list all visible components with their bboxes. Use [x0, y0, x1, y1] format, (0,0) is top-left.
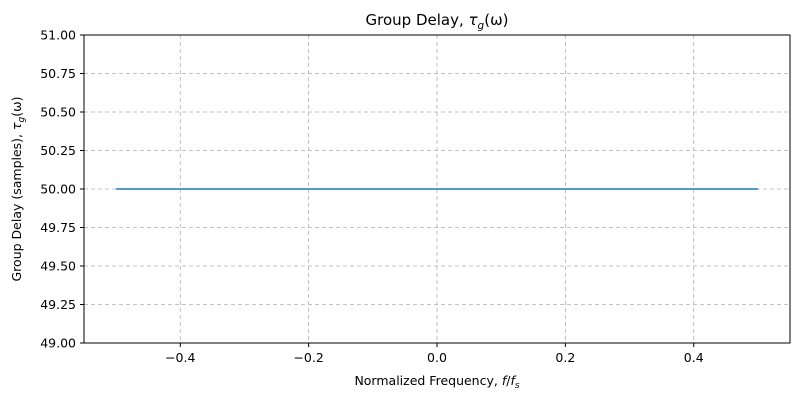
y-axis-label-suffix: (ω)	[9, 97, 24, 117]
x-tick-label: 0.2	[555, 350, 575, 365]
y-tick-label: 50.75	[40, 66, 76, 81]
y-tick-label: 49.50	[40, 259, 76, 274]
y-axis-label-symbol: τ	[9, 122, 24, 130]
x-axis-label-f: f	[502, 373, 508, 388]
x-axis-label-subscript: s	[515, 381, 520, 391]
chart-title-subscript: g	[478, 20, 485, 32]
chart-title-prefix: Group Delay,	[366, 11, 469, 29]
x-axis-label-prefix: Normalized Frequency,	[354, 373, 501, 388]
x-tick-label: −0.2	[293, 350, 323, 365]
chart-title-suffix: (ω)	[484, 11, 508, 29]
y-tick-label: 50.50	[40, 105, 76, 120]
x-tick-label: 0.4	[684, 350, 704, 365]
chart-title-symbol: τ	[469, 11, 479, 29]
y-tick-label: 49.25	[40, 297, 76, 312]
tick-layer: −0.4 −0.2 0.0 0.2 0.4 49.00 49.25 49.50 49.75 50.…	[40, 28, 704, 366]
x-axis-label-f2: f	[510, 373, 516, 388]
x-axis-label-slash: /	[506, 373, 511, 388]
x-axis-label: Normalized Frequency, f/fs	[354, 373, 519, 391]
x-tick-label: 0.0	[427, 350, 447, 365]
y-axis-label-prefix: Group Delay (samples),	[9, 130, 24, 282]
x-tick-label: −0.4	[165, 350, 195, 365]
y-tick-label: 50.25	[40, 143, 76, 158]
y-axis-label: Group Delay (samples), τg(ω)	[9, 97, 27, 282]
y-tick-label: 49.00	[40, 336, 76, 351]
y-tick-label: 49.75	[40, 220, 76, 235]
chart-title: Group Delay, τg(ω)	[366, 11, 509, 32]
y-axis-label-subscript: g	[17, 116, 27, 122]
y-tick-label: 51.00	[40, 28, 76, 43]
y-tick-label: 50.00	[40, 182, 76, 197]
